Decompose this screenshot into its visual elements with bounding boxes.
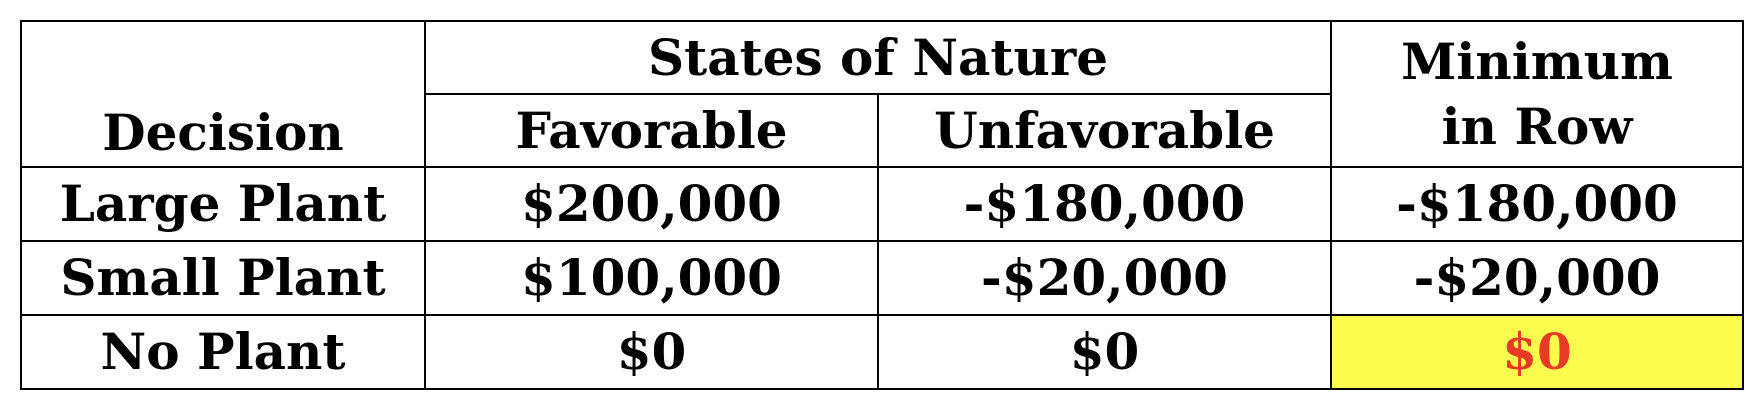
minimum-header-line2: in Row: [1441, 97, 1633, 156]
unfavorable-cell: -$20,000: [876, 240, 1333, 316]
favorable-cell: $100,000: [424, 240, 879, 316]
unfavorable-cell: -$180,000: [876, 166, 1333, 242]
decision-cell: Small Plant: [20, 240, 426, 316]
table-row: No Plant $0 $0 $0: [20, 314, 1745, 390]
states-of-nature-header: States of Nature: [423, 20, 1333, 95]
favorable-header: Favorable: [424, 93, 879, 168]
maximin-table-container: Decision States of Nature Minimum in Row…: [20, 20, 1745, 390]
minimum-cell: -$20,000: [1330, 240, 1745, 316]
decision-header: Decision: [20, 20, 426, 168]
minimum-cell: -$180,000: [1330, 166, 1745, 242]
favorable-cell: $200,000: [424, 166, 879, 242]
unfavorable-cell: $0: [876, 314, 1333, 390]
table-row: Small Plant $100,000 -$20,000 -$20,000: [20, 240, 1745, 316]
decision-table: Decision States of Nature Minimum in Row…: [20, 20, 1745, 390]
maximin-highlight-cell: $0: [1330, 314, 1745, 390]
minimum-header-line1: Minimum: [1401, 32, 1673, 91]
decision-cell: No Plant: [20, 314, 426, 390]
maximin-value: $0: [1502, 322, 1572, 381]
decision-cell: Large Plant: [20, 166, 426, 242]
unfavorable-header: Unfavorable: [876, 93, 1333, 168]
minimum-in-row-header: Minimum in Row: [1330, 20, 1745, 168]
table-row: Large Plant $200,000 -$180,000 -$180,000: [20, 166, 1745, 242]
favorable-cell: $0: [424, 314, 879, 390]
